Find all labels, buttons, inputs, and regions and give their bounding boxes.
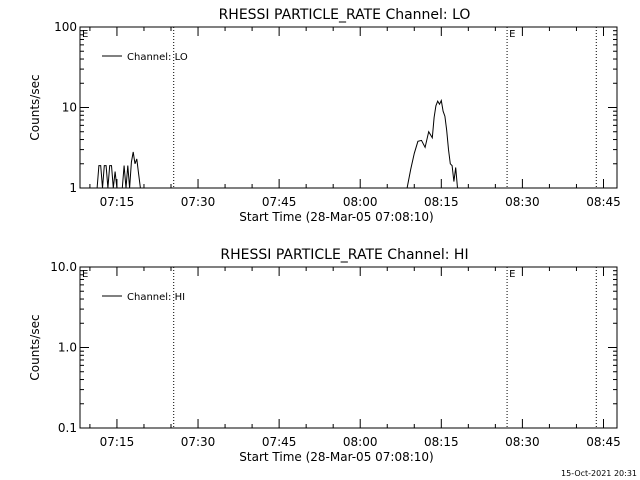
x-tick-label: 08:30: [505, 435, 540, 449]
x-axis-label: Start Time (28-Mar-05 07:08:10): [239, 450, 433, 464]
y-tick-label: 0.1: [58, 421, 77, 435]
x-tick-label: 08:00: [343, 435, 378, 449]
legend-label: Channel: HI: [127, 292, 185, 303]
event-marker: E: [509, 269, 515, 280]
x-tick-label: 08:45: [586, 435, 621, 449]
y-axis-label: Counts/sec: [28, 314, 42, 380]
x-tick-label: 08:45: [586, 195, 621, 209]
x-tick-label: 07:45: [262, 435, 297, 449]
y-tick-label: 1.0: [58, 341, 77, 355]
y-tick-label: 100: [54, 20, 77, 34]
x-tick-label: 08:00: [343, 195, 378, 209]
panel-lo: RHESSI PARTICLE_RATE Channel: LO Start Ti…: [28, 7, 621, 224]
x-tick-label: 07:15: [100, 195, 135, 209]
x-tick-label: 07:30: [181, 195, 216, 209]
x-tick-label: 08:15: [424, 195, 459, 209]
legend-label: Channel: LO: [127, 52, 188, 63]
chart-title: RHESSI PARTICLE_RATE Channel: HI: [220, 247, 468, 263]
x-tick-label: 08:30: [505, 195, 540, 209]
y-tick-label: 10: [62, 101, 77, 115]
event-marker: E: [509, 29, 515, 40]
chart-title: RHESSI PARTICLE_RATE Channel: LO: [219, 7, 471, 23]
y-axis-label: Counts/sec: [28, 74, 42, 140]
event-marker: E: [82, 269, 88, 280]
x-tick-label: 08:15: [424, 435, 459, 449]
x-tick-label: 07:30: [181, 435, 216, 449]
footer-timestamp: 15-Oct-2021 20:31: [561, 469, 637, 478]
panel-hi: RHESSI PARTICLE_RATE Channel: HI Start Ti…: [28, 247, 621, 464]
x-axis-label: Start Time (28-Mar-05 07:08:10): [239, 210, 433, 224]
x-tick-label: 07:15: [100, 435, 135, 449]
series-line: [96, 98, 458, 188]
y-tick-label: 10.0: [50, 260, 77, 274]
y-tick-label: 1: [69, 181, 77, 195]
event-marker: E: [82, 29, 88, 40]
x-tick-label: 07:45: [262, 195, 297, 209]
